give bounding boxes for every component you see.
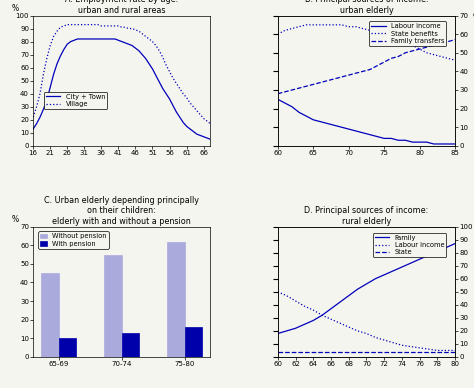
Bar <box>167 242 185 357</box>
Legend: City + Town, Village: City + Town, Village <box>44 92 107 109</box>
Legend: Without pension, With pension: Without pension, With pension <box>38 231 109 249</box>
Bar <box>41 273 59 357</box>
Y-axis label: %: % <box>473 13 474 22</box>
Bar <box>122 333 139 357</box>
Y-axis label: %: % <box>12 4 19 13</box>
Title: D. Principal sources of income:
rural elderly: D. Principal sources of income: rural el… <box>304 206 428 226</box>
Bar <box>59 338 76 357</box>
Title: C. Urban elderly depending principally
on their children:
elderly with and witho: C. Urban elderly depending principally o… <box>44 196 199 226</box>
Bar <box>185 327 202 357</box>
Title: B. Principal sources of income:
urban elderly: B. Principal sources of income: urban el… <box>305 0 428 15</box>
Bar <box>104 255 122 357</box>
Title: A. Employment rate by age:
urban and rural areas: A. Employment rate by age: urban and rur… <box>65 0 178 15</box>
Legend: Labour income, State benefits, Family transfers: Labour income, State benefits, Family tr… <box>369 21 447 46</box>
Legend: Family, Labour income, State: Family, Labour income, State <box>373 232 447 257</box>
Y-axis label: %: % <box>12 215 19 224</box>
